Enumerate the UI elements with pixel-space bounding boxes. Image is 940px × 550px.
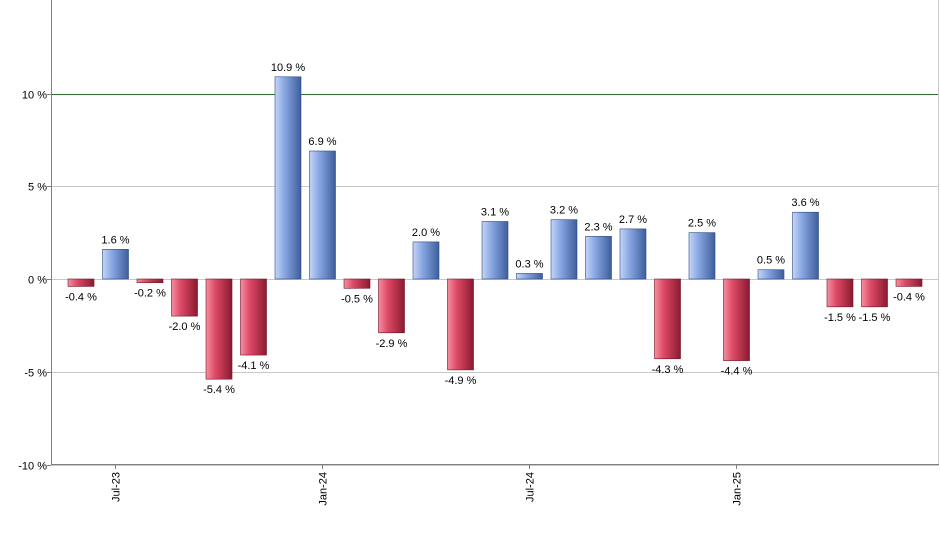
data-label: 3.6 %	[791, 197, 819, 209]
bar	[585, 236, 612, 280]
data-label: 2.7 %	[619, 214, 647, 226]
bar	[447, 278, 474, 371]
data-label: -4.4 %	[721, 366, 753, 378]
data-label: 0.3 %	[515, 258, 543, 270]
bar	[412, 241, 440, 280]
y-tick-label: 10 %	[22, 90, 47, 102]
bar	[205, 278, 233, 380]
data-label: -1.5 %	[824, 312, 856, 324]
bar	[688, 232, 716, 280]
data-label: -0.4 %	[893, 291, 925, 303]
data-label: 6.9 %	[308, 136, 336, 148]
data-label: -2.9 %	[376, 338, 408, 350]
bar	[792, 211, 819, 280]
bar	[550, 219, 578, 280]
bar	[136, 278, 164, 284]
y-tick-label: -5 %	[24, 368, 47, 380]
bar	[274, 76, 302, 280]
data-label: -1.5 %	[859, 312, 891, 324]
data-label: 3.2 %	[550, 205, 578, 217]
bar	[895, 278, 923, 287]
data-label: -4.3 %	[652, 364, 684, 376]
bar	[654, 278, 681, 360]
x-tick-label: Jul-23	[111, 472, 123, 502]
data-label: 0.5 %	[757, 255, 785, 267]
grid-lines	[51, 94, 939, 466]
x-tick-label: Jan-25	[732, 472, 744, 506]
y-tick-label: 0 %	[28, 275, 47, 287]
data-label: 2.5 %	[688, 218, 716, 230]
data-label: -4.9 %	[445, 375, 477, 387]
y-tick-label: -10 %	[18, 461, 47, 473]
bar	[240, 278, 267, 356]
axes: 10 % 5 % 0 % -5 % -10 % Jul-23 Jan-24 Jul-24 Jan…	[18, 0, 939, 506]
x-tick-label: Jul-24	[525, 472, 537, 502]
data-label: -0.4 %	[65, 291, 97, 303]
y-tick-label: 5 %	[28, 182, 47, 194]
bar	[102, 249, 129, 280]
x-tick-label: Jan-24	[318, 472, 330, 506]
bar	[67, 278, 95, 287]
bar	[309, 150, 336, 280]
bar	[861, 278, 888, 308]
bar	[757, 269, 785, 280]
bar	[619, 228, 647, 280]
data-label: -0.2 %	[134, 288, 166, 300]
data-label: 3.1 %	[481, 206, 509, 218]
bar	[516, 273, 543, 280]
bars	[67, 76, 923, 380]
data-label: -5.4 %	[203, 384, 235, 396]
data-label: 2.0 %	[412, 227, 440, 239]
data-label: 1.6 %	[101, 234, 129, 246]
data-label: -4.1 %	[238, 360, 270, 372]
data-labels: -0.4 % 1.6 % -0.2 % -2.0 % -5.4 %-4.1 % 10.9 …	[65, 62, 925, 396]
bar	[826, 278, 854, 308]
bar	[343, 278, 371, 289]
bar	[171, 278, 198, 317]
data-label: 2.3 %	[584, 221, 612, 233]
bar	[723, 278, 750, 361]
data-label: -0.5 %	[341, 293, 373, 305]
bar	[481, 221, 509, 280]
data-label: -2.0 %	[169, 321, 201, 333]
bar	[378, 278, 405, 334]
data-label: 10.9 %	[271, 62, 305, 74]
